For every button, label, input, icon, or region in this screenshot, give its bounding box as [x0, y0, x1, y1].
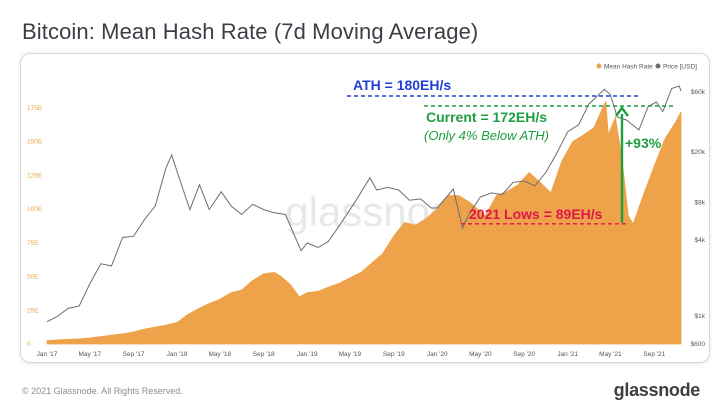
hash-rate-area	[46, 100, 682, 345]
x-tick-label: Sep '20	[513, 351, 535, 358]
price-line	[46, 85, 682, 323]
x-tick-label: Jan '18	[167, 351, 188, 358]
y-left-tick-label: 175E	[27, 105, 43, 112]
y-right-tick-label: $20k	[691, 149, 706, 156]
legend-label-price: Price [USD]	[663, 64, 697, 71]
y-right-tick-label: $600	[691, 341, 706, 348]
x-tick-label: May '20	[469, 351, 492, 358]
y-left-tick-label: 125E	[27, 172, 43, 179]
chart-panel: glassnode Jan '17 May '17 Sep '17 Jan '18 Ma…	[20, 53, 710, 363]
x-tick-label: Jan '21	[557, 351, 578, 358]
legend-swatch-price	[655, 63, 661, 69]
lows-label: 2021 Lows = 89EH/s	[469, 206, 603, 222]
y-right-tick-label: $1k	[695, 313, 706, 320]
x-tick-label: May '18	[209, 351, 232, 358]
y-left-tick-label: 25E	[27, 307, 39, 314]
gain-arrow-head	[615, 106, 629, 117]
legend-label-hash-rate: Mean Hash Rate	[604, 64, 653, 71]
y-left-tick-label: 0	[27, 341, 31, 348]
y-left-tick-label: 50E	[27, 274, 39, 281]
x-tick-label: May '19	[339, 351, 362, 358]
y-right-tick-label: $60k	[691, 89, 706, 96]
x-tick-label: Sep '17	[123, 351, 145, 358]
y-left-tick-label: 100E	[27, 206, 43, 213]
y-left-tick-label: 75E	[27, 240, 39, 247]
y-right-tick-label: $4k	[695, 237, 706, 244]
gain-label: +93%	[625, 135, 662, 151]
hash-rate-chart: glassnode Jan '17 May '17 Sep '17 Jan '18 Ma…	[27, 63, 706, 358]
y-left-tick-label: 150E	[27, 139, 43, 146]
ath-label: ATH = 180EH/s	[353, 77, 451, 93]
legend-swatch-hash-rate	[596, 63, 602, 69]
current-sublabel: (Only 4% Below ATH)	[424, 128, 549, 143]
x-tick-label: Sep '18	[253, 351, 275, 358]
y-right-tick-label: $8k	[695, 199, 706, 206]
current-label: Current = 172EH/s	[426, 109, 547, 125]
brand-logo: glassnode	[613, 380, 701, 400]
x-tick-label: Jan '20	[427, 351, 448, 358]
copyright-text: © 2021 Glassnode. All Rights Reserved.	[22, 386, 183, 396]
page-title: Bitcoin: Mean Hash Rate (7d Moving Avera…	[22, 19, 479, 44]
x-tick-label: May '17	[79, 351, 102, 358]
x-tick-label: Jan '17	[37, 351, 58, 358]
x-tick-label: May '21	[599, 351, 622, 358]
x-tick-label: Jan '19	[297, 351, 318, 358]
x-tick-label: Sep '19	[383, 351, 405, 358]
x-tick-label: Sep '21	[643, 351, 665, 358]
